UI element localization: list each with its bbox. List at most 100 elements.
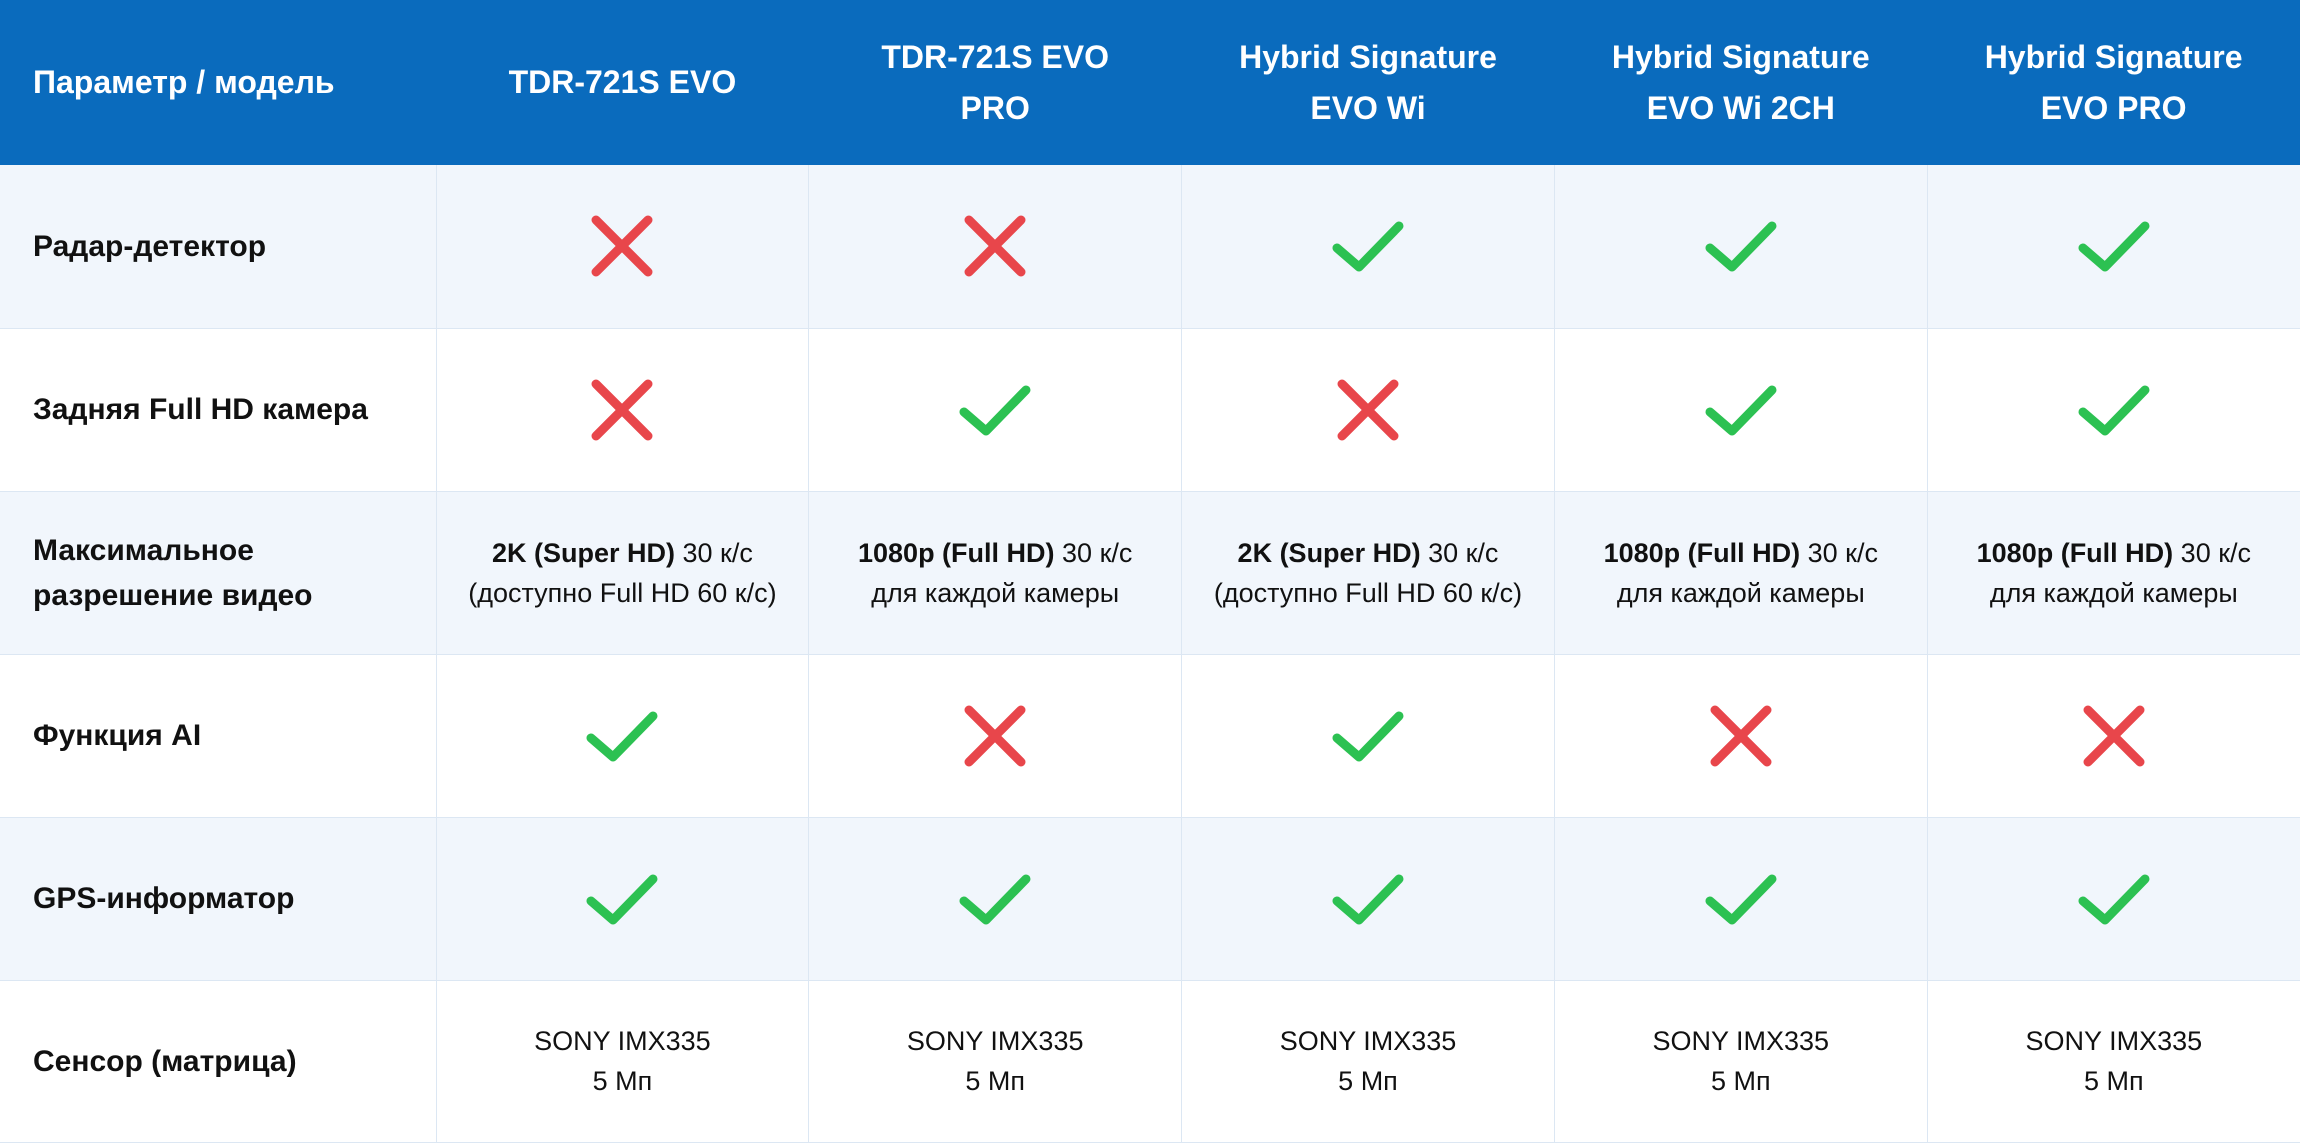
- resolution-main: 2K (Super HD): [1237, 537, 1421, 568]
- resolution-note: для каждой камеры: [1616, 577, 1865, 608]
- row-label: GPS-информатор: [0, 817, 437, 981]
- resolution-fps: 30 к/с: [2173, 537, 2252, 568]
- sensor-resolution: 5 Мп: [1710, 1066, 1771, 1096]
- row-label: Функция AI: [0, 654, 437, 818]
- cross-icon: [582, 206, 662, 286]
- check-icon: [1701, 206, 1781, 286]
- header-row: Параметр / модель TDR-721S EVO TDR-721S …: [0, 0, 2300, 165]
- feature-cell: [436, 165, 810, 329]
- resolution-fps: 30 к/с: [674, 537, 753, 568]
- check-icon: [1701, 370, 1781, 450]
- feature-cell: [1181, 817, 1555, 981]
- feature-cell: [436, 328, 810, 492]
- feature-cell: [808, 817, 1183, 981]
- sensor-resolution: 5 Мп: [592, 1066, 653, 1096]
- table-row: Функция AI: [0, 654, 2300, 818]
- feature-cell: [808, 165, 1183, 329]
- table-row: Сенсор (матрица) SONY IMX335 5 Мп SONY IM…: [0, 980, 2300, 1143]
- model-name-line2: EVO Wi: [1310, 89, 1426, 126]
- table-row: Радар-детектор: [0, 165, 2300, 329]
- feature-cell: [436, 654, 810, 818]
- sensor-cell: SONY IMX335 5 Мп: [1927, 980, 2300, 1143]
- cross-icon: [955, 696, 1035, 776]
- model-header: Hybrid Signature EVO PRO: [1927, 0, 2300, 165]
- check-icon: [2074, 859, 2154, 939]
- feature-cell: [1554, 817, 1928, 981]
- feature-cell: [1927, 654, 2300, 818]
- model-header: TDR-721S EVO PRO: [808, 0, 1182, 165]
- resolution-cell: 1080p (Full HD) 30 к/с для каждой камеры: [1927, 491, 2300, 655]
- feature-cell: [1927, 165, 2300, 329]
- resolution-main: 1080p (Full HD): [858, 537, 1055, 568]
- resolution-main: 2K (Super HD): [491, 537, 675, 568]
- model-name-line2: PRO: [960, 89, 1030, 126]
- sensor-resolution: 5 Мп: [2084, 1066, 2144, 1096]
- model-header: Hybrid Signature EVO Wi: [1181, 0, 1555, 165]
- resolution-note: (доступно Full HD 60 к/с): [1213, 577, 1523, 608]
- cross-icon: [955, 206, 1035, 286]
- resolution-cell: 1080p (Full HD) 30 к/с для каждой камеры: [808, 491, 1183, 655]
- table-row: GPS-информатор: [0, 817, 2300, 981]
- model-name-line1: TDR-721S EVO: [881, 38, 1109, 75]
- feature-cell: [436, 817, 810, 981]
- model-name-line1: Hybrid Signature: [1611, 38, 1870, 75]
- model-name-line1: Hybrid Signature: [1239, 38, 1497, 75]
- sensor-model: SONY IMX335: [1279, 1026, 1457, 1056]
- sensor-resolution: 5 Мп: [1338, 1066, 1398, 1096]
- row-label: Радар-детектор: [0, 165, 437, 329]
- check-icon: [955, 370, 1035, 450]
- row-label: Задняя Full HD камера: [0, 328, 437, 492]
- table-row: Максимальное разрешение видео 2K (Super H…: [0, 491, 2300, 655]
- check-icon: [2074, 370, 2154, 450]
- cross-icon: [1701, 696, 1781, 776]
- cross-icon: [1328, 370, 1408, 450]
- model-name-line2: EVO PRO: [2040, 89, 2187, 126]
- check-icon: [1328, 696, 1408, 776]
- cross-icon: [582, 370, 662, 450]
- model-header: TDR-721S EVO: [436, 0, 809, 165]
- table-header: Параметр / модель TDR-721S EVO TDR-721S …: [0, 0, 2300, 165]
- feature-cell: [1181, 165, 1555, 329]
- check-icon: [1328, 206, 1408, 286]
- resolution-cell: 2K (Super HD) 30 к/с (доступно Full HD 60…: [436, 491, 810, 655]
- resolution-note: для каждой камеры: [1989, 577, 2238, 608]
- sensor-cell: SONY IMX335 5 Мп: [808, 980, 1183, 1143]
- resolution-fps: 30 к/с: [1800, 537, 1878, 568]
- feature-cell: [1554, 654, 1928, 818]
- sensor-model: SONY IMX335: [2025, 1026, 2203, 1056]
- feature-cell: [1554, 165, 1928, 329]
- sensor-cell: SONY IMX335 5 Мп: [436, 980, 810, 1143]
- sensor-resolution: 5 Мп: [965, 1066, 1026, 1096]
- feature-cell: [808, 654, 1183, 818]
- feature-cell: [1554, 328, 1928, 492]
- check-icon: [1701, 859, 1781, 939]
- row-label: Сенсор (матрица): [0, 980, 437, 1143]
- resolution-note: для каждой камеры: [871, 577, 1120, 608]
- cross-icon: [2074, 696, 2154, 776]
- check-icon: [582, 859, 662, 939]
- row-label-line2: разрешение видео: [33, 578, 313, 612]
- row-label: Максимальное разрешение видео: [0, 491, 437, 655]
- feature-cell: [808, 328, 1183, 492]
- feature-cell: [1181, 328, 1555, 492]
- table-row: Задняя Full HD камера: [0, 328, 2300, 492]
- resolution-cell: 1080p (Full HD) 30 к/с для каждой камеры: [1554, 491, 1928, 655]
- resolution-note: (доступно Full HD 60 к/с): [468, 577, 777, 608]
- resolution-main: 1080p (Full HD): [1976, 537, 2174, 568]
- check-icon: [955, 859, 1035, 939]
- sensor-cell: SONY IMX335 5 Мп: [1554, 980, 1928, 1143]
- resolution-main: 1080p (Full HD): [1603, 537, 1801, 568]
- model-name-line2: EVO Wi 2CH: [1646, 89, 1835, 126]
- feature-cell: [1927, 817, 2300, 981]
- resolution-fps: 30 к/с: [1420, 537, 1499, 568]
- sensor-model: SONY IMX335: [534, 1026, 711, 1056]
- resolution-fps: 30 к/с: [1054, 537, 1133, 568]
- param-column-header: Параметр / модель: [0, 0, 436, 165]
- sensor-cell: SONY IMX335 5 Мп: [1181, 980, 1555, 1143]
- table-body: Радар-детектор Задняя Full HD камера Мак…: [0, 165, 2300, 1143]
- feature-cell: [1181, 654, 1555, 818]
- sensor-model: SONY IMX335: [906, 1026, 1084, 1056]
- model-header: Hybrid Signature EVO Wi 2CH: [1554, 0, 1928, 165]
- feature-cell: [1927, 328, 2300, 492]
